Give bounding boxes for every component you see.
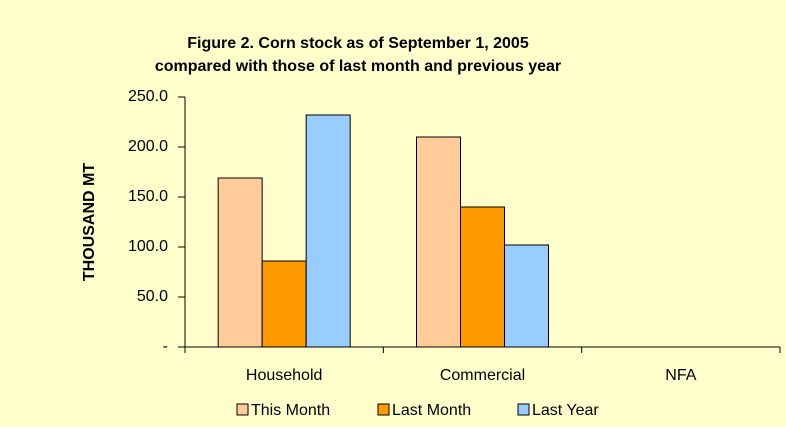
legend-swatch	[377, 403, 390, 416]
y-tick-label: 100.0	[128, 238, 168, 255]
bar	[460, 206, 505, 348]
legend-label: Last Year	[532, 402, 599, 419]
chart-title: Figure 2. Corn stock as of September 1, …	[187, 35, 529, 52]
legend-label: This Month	[251, 402, 330, 419]
bar	[416, 136, 461, 348]
y-tick-label: -	[163, 338, 168, 355]
legend-swatch	[236, 403, 249, 416]
legend-label: Last Month	[392, 402, 471, 419]
legend-swatch	[517, 403, 530, 416]
y-tick-label: 150.0	[128, 188, 168, 205]
chart-subtitle: compared with those of last month and pr…	[155, 58, 561, 75]
y-tick-label: 50.0	[137, 288, 168, 305]
x-tick-label: NFA	[665, 367, 696, 384]
bar	[305, 114, 351, 348]
bar	[217, 177, 263, 348]
x-tick-label: Household	[246, 367, 323, 384]
y-tick-label: 200.0	[128, 138, 168, 155]
bar	[261, 260, 307, 348]
y-axis-label: THOUSAND MT	[81, 163, 98, 281]
bar	[504, 244, 549, 348]
y-tick-label: 250.0	[128, 88, 168, 105]
x-tick-label: Commercial	[440, 367, 525, 384]
